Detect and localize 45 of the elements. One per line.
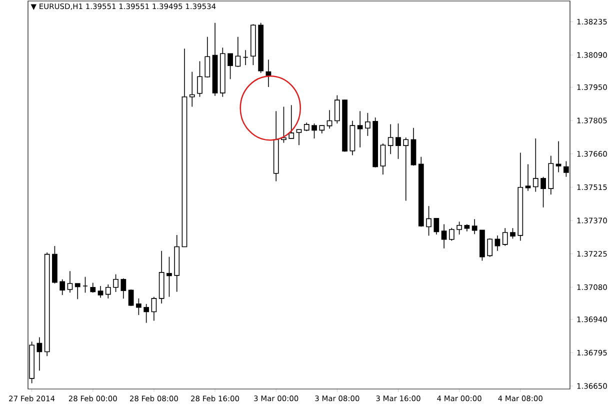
candlestick xyxy=(532,138,538,192)
candlestick xyxy=(128,289,134,306)
candlestick xyxy=(296,129,302,146)
candlestick xyxy=(120,278,126,300)
candlestick xyxy=(525,164,531,192)
candlestick xyxy=(312,123,317,139)
candlestick xyxy=(487,238,493,258)
candlestick xyxy=(98,286,104,298)
candlestick xyxy=(365,112,370,136)
candlestick xyxy=(228,53,233,80)
candlestick xyxy=(510,228,516,240)
candlestick xyxy=(380,143,386,175)
candlestick xyxy=(456,221,462,235)
candlestick xyxy=(441,224,447,249)
candlestick xyxy=(556,140,562,173)
candlestick xyxy=(502,228,508,246)
candlestick xyxy=(166,256,172,298)
candlestick xyxy=(60,278,66,296)
candlestick xyxy=(540,176,546,208)
candlestick xyxy=(197,60,202,98)
candlestick xyxy=(448,227,454,242)
candlestick xyxy=(494,235,500,252)
candlestick xyxy=(189,71,195,108)
candlestick xyxy=(36,336,42,372)
candlestick xyxy=(434,218,440,235)
candlestick xyxy=(242,50,248,66)
candlestick xyxy=(388,124,394,154)
candlestick xyxy=(74,283,80,300)
candlestick xyxy=(204,36,210,78)
candlestick xyxy=(288,104,294,139)
candlestick xyxy=(82,276,88,294)
candlestick xyxy=(90,282,96,294)
candlestick xyxy=(235,36,241,68)
candlestick xyxy=(113,274,118,292)
candlestick xyxy=(472,218,478,234)
candlestick xyxy=(67,270,73,294)
candlestick xyxy=(396,123,401,160)
candlestick xyxy=(151,296,157,322)
candlestick xyxy=(426,206,432,236)
candlestick xyxy=(334,94,340,124)
candlestick xyxy=(403,137,409,202)
candlestick xyxy=(105,284,111,299)
candlestick xyxy=(357,110,363,148)
candlestick xyxy=(144,304,150,324)
candlestick xyxy=(136,298,142,316)
